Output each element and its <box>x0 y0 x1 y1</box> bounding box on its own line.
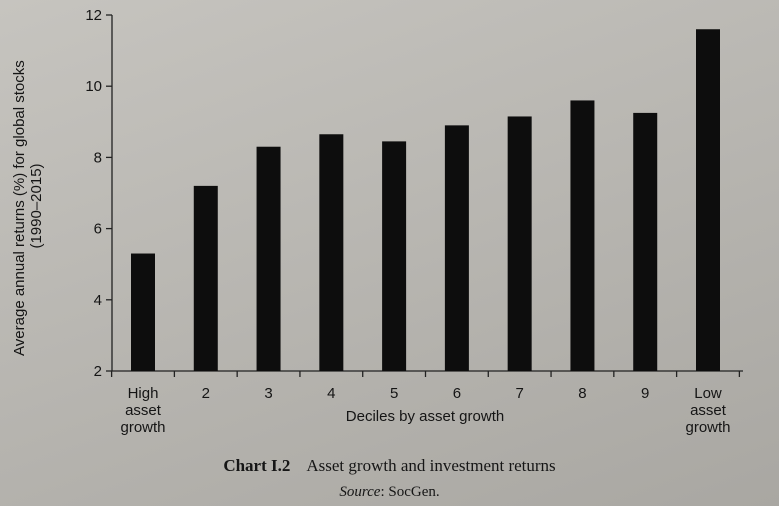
bar <box>444 125 469 371</box>
x-tick-label-line: Low <box>694 385 722 402</box>
x-tick-label: 6 <box>453 385 461 402</box>
bar <box>256 146 281 371</box>
chart-source: Source: SocGen. <box>0 484 779 501</box>
x-tick-label-line: 2 <box>202 385 210 402</box>
x-tick-label-line: growth <box>120 419 165 436</box>
x-tick-label: 5 <box>390 385 398 402</box>
bar <box>382 141 407 371</box>
x-tick-label: 4 <box>327 385 335 402</box>
x-tick-label-line: asset <box>125 402 162 419</box>
y-axis-title: Average annual returns (%) for global st… <box>11 56 45 356</box>
y-axis-title-line-2: (1990–2015) <box>28 163 45 248</box>
bar <box>696 29 720 372</box>
y-tick-label: 2 <box>94 363 102 380</box>
x-tick-label-line: High <box>128 385 159 402</box>
bar <box>131 253 155 371</box>
x-tick-label: 2 <box>202 385 210 402</box>
x-tick-label-line: 3 <box>264 385 272 402</box>
chart-caption-title: Asset growth and investment returns <box>306 456 556 475</box>
y-tick-label: 4 <box>94 292 102 309</box>
x-tick-label-line: 5 <box>390 385 398 402</box>
x-tick-label-line: 6 <box>453 385 461 402</box>
x-tick-label-line: asset <box>690 402 727 419</box>
bar <box>507 116 532 372</box>
y-tick-label: 6 <box>94 221 102 238</box>
x-tick-label-line: growth <box>685 419 730 436</box>
y-axis-title-line-1: Average annual returns (%) for global st… <box>11 60 28 356</box>
x-axis-title: Deciles by asset growth <box>346 408 504 425</box>
x-tick-label-line: 8 <box>578 385 586 402</box>
y-axis: 2 4 6 8 10 12 <box>85 7 113 380</box>
x-tick-label-line: 4 <box>327 385 335 402</box>
bar <box>570 100 595 371</box>
x-tick-label: 7 <box>515 385 523 402</box>
chart-caption: Chart I.2 Asset growth and investment ret… <box>0 456 779 476</box>
chart-source-text: : SocGen. <box>380 484 440 500</box>
y-tick-label: 8 <box>94 149 102 166</box>
y-tick-label: 12 <box>85 7 102 24</box>
bar <box>633 112 658 372</box>
x-tick-label: High asset growth <box>120 385 165 436</box>
bar <box>319 134 344 371</box>
chart-caption-number: Chart I.2 <box>223 456 291 475</box>
x-tick-label: 3 <box>264 385 272 402</box>
bars <box>131 29 720 372</box>
x-tick-label-line: 9 <box>641 385 649 402</box>
chart-source-label: Source <box>339 484 381 500</box>
x-tick-label: Low asset growth <box>685 385 730 436</box>
bar <box>193 185 218 371</box>
x-tick-label: 8 <box>578 385 586 402</box>
y-tick-label: 10 <box>85 78 102 95</box>
x-tick-label-line: 7 <box>515 385 523 402</box>
x-tick-label: 9 <box>641 385 649 402</box>
